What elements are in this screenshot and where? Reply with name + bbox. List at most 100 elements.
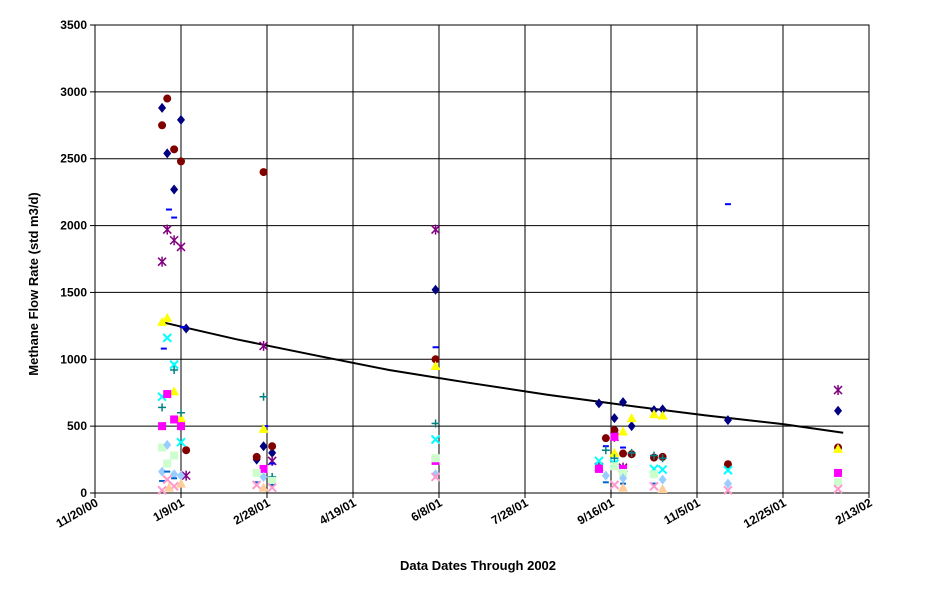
data-point-star (181, 470, 191, 481)
data-point-cross (176, 437, 186, 447)
x-tick-label: 2/28/01 (231, 495, 273, 527)
data-point-square (650, 470, 658, 479)
data-point-diamond (170, 469, 179, 480)
x-tick-label: 2/13/02 (833, 495, 875, 527)
data-point-square (252, 468, 261, 477)
y-tick-label: 1000 (60, 352, 87, 366)
data-point-circle (158, 121, 167, 130)
data-point-square (610, 462, 619, 471)
data-point-star (176, 241, 186, 252)
data-point-cross (162, 333, 172, 343)
data-point-diamond (723, 478, 732, 489)
data-point-cross (267, 482, 277, 493)
data-point-triangle (657, 410, 668, 420)
data-point-square (170, 415, 179, 424)
data-point-square (177, 422, 185, 431)
data-point-cross (157, 485, 167, 496)
data-point-star (833, 385, 843, 396)
x-tick-label: 11/20/00 (54, 495, 101, 530)
x-tick-label: 1/9/01 (151, 495, 187, 524)
y-tick-label: 500 (67, 419, 87, 433)
data-point-diamond (594, 398, 603, 409)
data-point-triangle (176, 478, 186, 488)
data-point-plus (610, 454, 619, 463)
data-point-circle (601, 434, 610, 443)
data-point-star (169, 235, 179, 246)
data-point-square (619, 468, 628, 477)
y-axis-title: Methane Flow Rate (std m3/d) (26, 192, 41, 375)
data-point-cross (251, 480, 262, 490)
data-point-cross (594, 456, 604, 466)
data-point-diamond (163, 439, 172, 450)
data-point-diamond (627, 421, 636, 432)
y-axis-ticks: 0 500 1000 1500 2000 2500 3000 3500 (60, 18, 95, 500)
data-point-diamond (170, 184, 179, 195)
data-point-circle (252, 452, 261, 461)
data-point-triangle (258, 423, 269, 433)
data-point-square (619, 464, 628, 473)
data-point-square (431, 454, 440, 463)
data-point-square (163, 390, 172, 399)
data-point-square (158, 422, 167, 431)
data-point-star (259, 340, 269, 351)
data-point-diamond (163, 148, 172, 159)
data-point-square (170, 451, 179, 460)
x-tick-label: 4/19/01 (317, 495, 359, 527)
data-point-plus (259, 392, 268, 401)
data-point-cross (430, 472, 441, 482)
data-point-triangle (162, 312, 173, 322)
data-point-plus (601, 446, 610, 455)
data-point-square (834, 468, 843, 477)
plot-area (94, 24, 870, 494)
y-tick-label: 3500 (60, 18, 87, 32)
data-point-circle (723, 460, 732, 469)
data-point-triangle (258, 482, 269, 492)
data-point-plus (170, 365, 179, 374)
data-points-layer (157, 94, 844, 496)
data-point-diamond (658, 404, 667, 415)
data-point-circle (163, 94, 172, 103)
data-point-triangle (169, 386, 180, 396)
data-point-triangle (430, 360, 441, 370)
x-tick-label: 12/25/01 (741, 495, 789, 531)
x-tick-label: 9/16/01 (575, 495, 617, 527)
data-point-cross (649, 481, 659, 492)
x-tick-label: 11/5/01 (661, 495, 702, 527)
x-tick-label: 7/28/01 (489, 495, 531, 527)
data-point-diamond (268, 447, 277, 458)
data-point-circle (619, 449, 628, 458)
data-point-triangle (626, 413, 637, 423)
data-point-circle (259, 168, 268, 177)
data-point-diamond (259, 441, 268, 452)
data-point-cross (723, 465, 733, 475)
y-tick-label: 2000 (60, 219, 87, 233)
data-point-diamond (177, 114, 185, 125)
data-point-plus (431, 419, 440, 428)
data-point-triangle (657, 483, 668, 493)
data-point-square (834, 478, 843, 487)
data-point-triangle (157, 316, 168, 326)
data-point-plus (650, 451, 658, 460)
data-point-triangle (176, 413, 186, 423)
data-point-square (163, 459, 172, 468)
data-point-diamond (723, 415, 732, 426)
data-point-diamond (158, 466, 167, 477)
y-tick-label: 2500 (60, 152, 87, 166)
data-point-cross (430, 434, 441, 445)
data-point-plus (177, 408, 185, 417)
data-point-cross (169, 359, 179, 370)
data-point-cross (657, 464, 668, 475)
data-point-circle (431, 355, 440, 364)
data-point-diamond (658, 474, 667, 485)
data-point-square (158, 443, 167, 452)
data-point-triangle (609, 447, 620, 457)
data-point-diamond (619, 473, 628, 484)
trendline-layer (160, 320, 844, 434)
data-point-diamond (158, 102, 167, 113)
data-point-cross (723, 485, 733, 496)
data-point-diamond (601, 470, 610, 481)
data-point-diamond (619, 397, 628, 408)
data-point-cross (162, 474, 172, 485)
